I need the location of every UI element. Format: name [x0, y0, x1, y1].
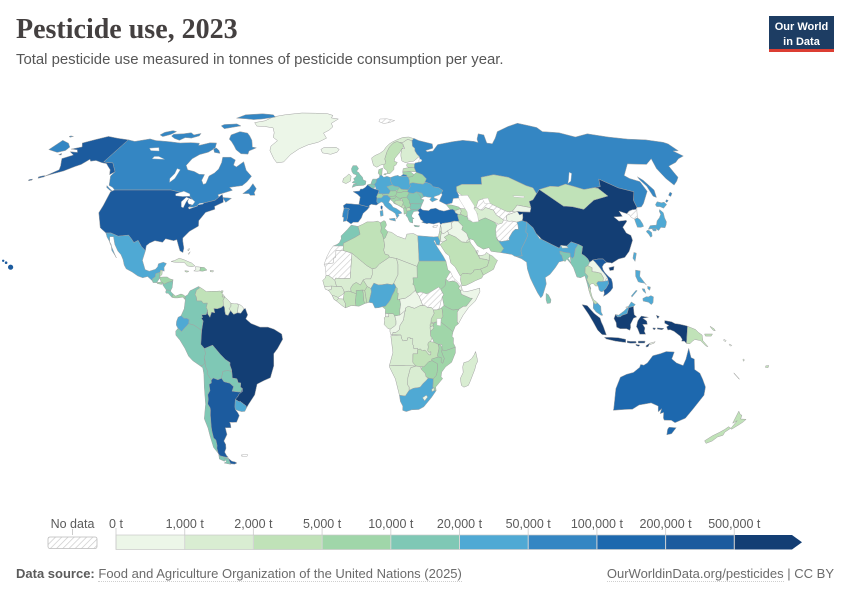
svg-text:20,000 t: 20,000 t: [437, 517, 483, 531]
svg-text:1,000 t: 1,000 t: [166, 517, 205, 531]
svg-text:2,000 t: 2,000 t: [234, 517, 273, 531]
svg-text:5,000 t: 5,000 t: [303, 517, 342, 531]
svg-text:500,000 t: 500,000 t: [708, 517, 761, 531]
svg-text:50,000 t: 50,000 t: [506, 517, 552, 531]
svg-text:No data: No data: [51, 517, 95, 531]
svg-text:200,000 t: 200,000 t: [640, 517, 693, 531]
svg-text:10,000 t: 10,000 t: [368, 517, 414, 531]
svg-text:100,000 t: 100,000 t: [571, 517, 624, 531]
svg-text:0 t: 0 t: [109, 517, 123, 531]
